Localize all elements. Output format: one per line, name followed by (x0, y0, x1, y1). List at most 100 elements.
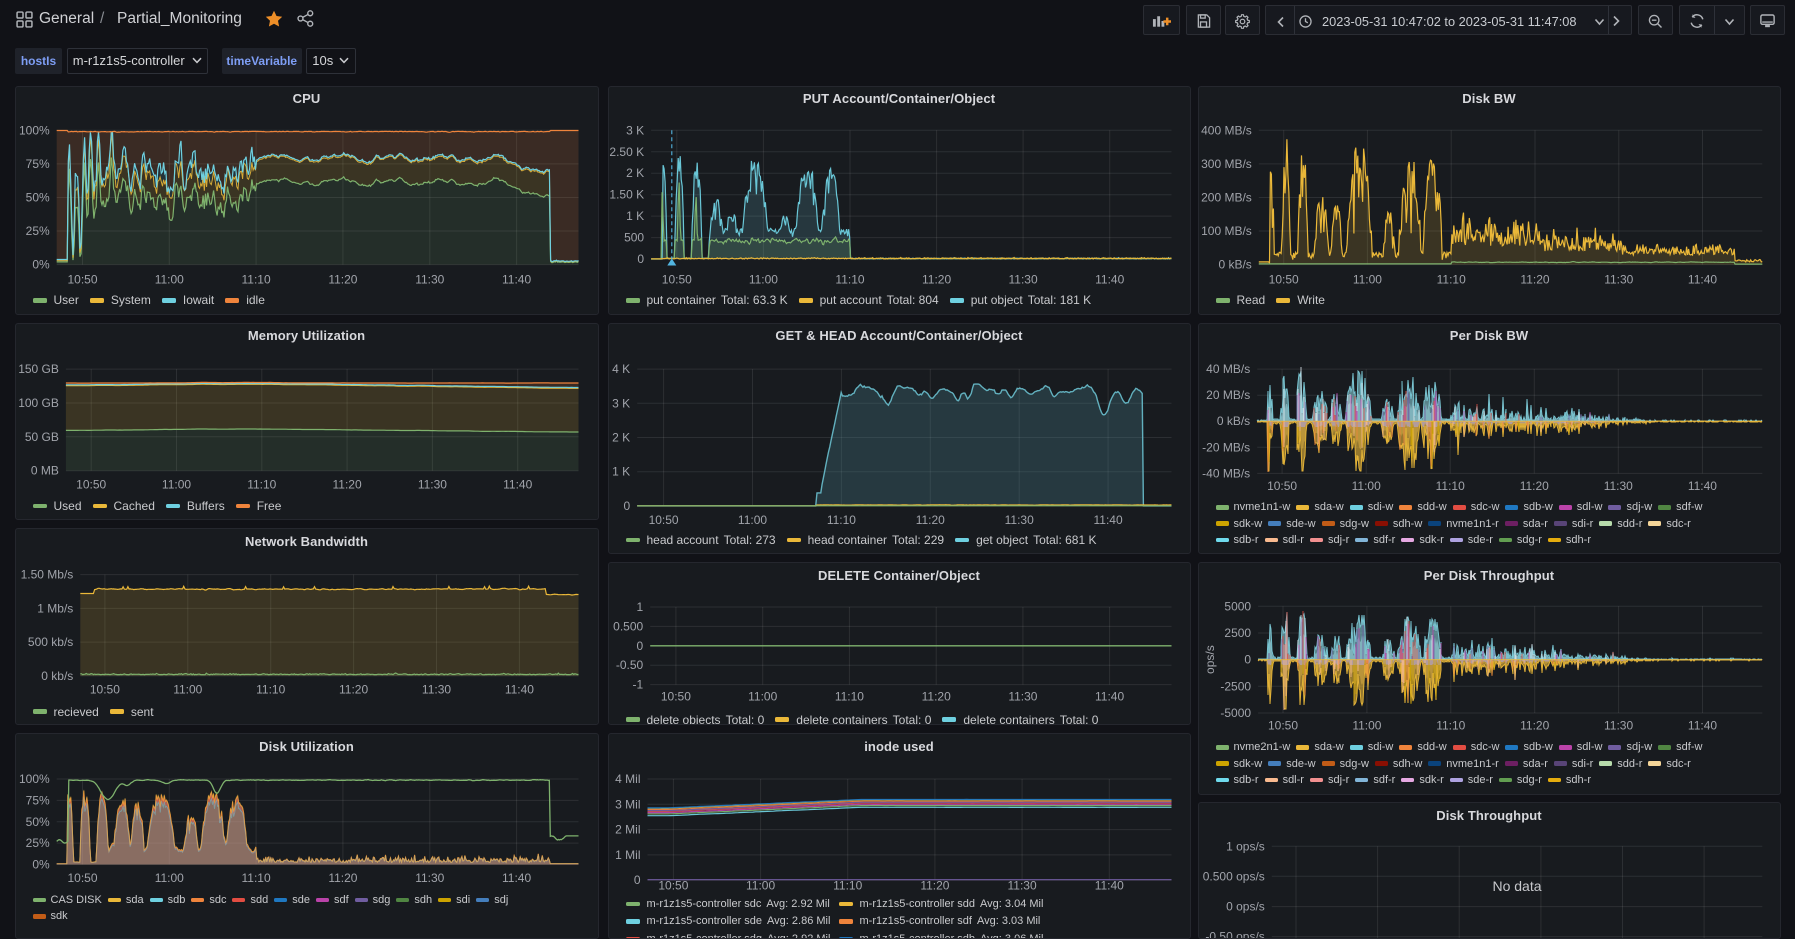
svg-text:10:50: 10:50 (1267, 478, 1297, 492)
svg-text:ops/s: ops/s (1203, 645, 1217, 674)
svg-text:-40 MB/s: -40 MB/s (1202, 466, 1250, 480)
svg-text:100%: 100% (18, 772, 49, 786)
svg-text:100 MB/s: 100 MB/s (1201, 224, 1252, 238)
svg-text:5000: 5000 (1224, 599, 1251, 613)
svg-text:11:10: 11:10 (247, 477, 276, 491)
svg-text:11:10: 11:10 (1435, 478, 1464, 492)
svg-text:2500: 2500 (1224, 626, 1251, 640)
svg-text:0 MB: 0 MB (30, 463, 58, 477)
svg-text:0: 0 (623, 498, 630, 512)
svg-text:4 K: 4 K (612, 362, 630, 376)
svg-text:0: 0 (637, 252, 644, 266)
svg-text:11:40: 11:40 (504, 683, 533, 697)
svg-text:11:10: 11:10 (256, 683, 285, 697)
svg-text:10:50: 10:50 (648, 513, 678, 527)
svg-text:200 MB/s: 200 MB/s (1201, 190, 1252, 204)
svg-text:0: 0 (1244, 653, 1251, 667)
svg-text:500: 500 (624, 230, 644, 244)
svg-text:1 Mb/s: 1 Mb/s (37, 601, 73, 615)
svg-text:3 Mil: 3 Mil (615, 797, 640, 811)
svg-text:20 MB/s: 20 MB/s (1206, 388, 1250, 402)
svg-text:-2500: -2500 (1220, 679, 1251, 693)
svg-text:11:20: 11:20 (921, 690, 950, 704)
svg-text:11:10: 11:10 (833, 879, 862, 893)
svg-text:100%: 100% (18, 123, 49, 137)
svg-text:10:50: 10:50 (67, 272, 97, 286)
svg-text:100 GB: 100 GB (18, 396, 59, 410)
svg-text:11:30: 11:30 (415, 871, 444, 885)
svg-text:11:40: 11:40 (502, 272, 531, 286)
svg-text:11:30: 11:30 (1604, 272, 1633, 286)
svg-text:3 K: 3 K (626, 123, 644, 137)
svg-text:11:00: 11:00 (748, 272, 777, 286)
svg-text:11:20: 11:20 (1519, 478, 1548, 492)
svg-text:11:10: 11:10 (241, 272, 270, 286)
svg-text:11:20: 11:20 (328, 871, 357, 885)
svg-text:50%: 50% (25, 815, 49, 829)
svg-text:11:10: 11:10 (835, 272, 864, 286)
svg-text:11:00: 11:00 (1351, 478, 1380, 492)
svg-text:11:30: 11:30 (1604, 718, 1633, 732)
svg-text:11:20: 11:20 (922, 272, 951, 286)
svg-text:11:10: 11:10 (1436, 272, 1465, 286)
svg-text:1 K: 1 K (612, 464, 630, 478)
svg-text:75%: 75% (25, 156, 49, 170)
svg-text:25%: 25% (25, 836, 49, 850)
svg-text:10:50: 10:50 (1268, 272, 1298, 286)
svg-text:11:20: 11:20 (1520, 272, 1549, 286)
svg-text:11:10: 11:10 (241, 871, 270, 885)
svg-text:11:40: 11:40 (1687, 718, 1716, 732)
svg-text:11:40: 11:40 (1094, 879, 1123, 893)
svg-text:0 kb/s: 0 kb/s (41, 669, 73, 683)
svg-text:0 kB/s: 0 kB/s (1218, 257, 1251, 271)
svg-text:4 Mil: 4 Mil (615, 772, 640, 786)
svg-text:No data: No data (1492, 878, 1541, 894)
svg-text:11:10: 11:10 (826, 513, 855, 527)
svg-text:2.50 K: 2.50 K (609, 144, 644, 158)
svg-text:-0.50: -0.50 (615, 658, 643, 672)
svg-text:11:00: 11:00 (161, 477, 190, 491)
svg-text:11:40: 11:40 (1095, 690, 1124, 704)
svg-text:11:40: 11:40 (502, 871, 531, 885)
svg-text:10:50: 10:50 (89, 683, 119, 697)
svg-text:50%: 50% (25, 190, 49, 204)
svg-text:11:30: 11:30 (417, 477, 446, 491)
svg-text:0.500 ops/s: 0.500 ops/s (1202, 869, 1264, 883)
svg-text:1 ops/s: 1 ops/s (1226, 839, 1265, 853)
svg-text:11:20: 11:20 (915, 513, 944, 527)
svg-text:2 K: 2 K (626, 166, 644, 180)
svg-text:400 MB/s: 400 MB/s (1201, 123, 1252, 137)
svg-text:0: 0 (636, 639, 643, 653)
svg-text:0: 0 (633, 873, 640, 887)
svg-text:11:40: 11:40 (1687, 478, 1716, 492)
svg-text:500 kb/s: 500 kb/s (27, 635, 72, 649)
svg-text:10:50: 10:50 (67, 871, 97, 885)
svg-text:11:40: 11:40 (503, 477, 532, 491)
svg-text:1 K: 1 K (626, 209, 644, 223)
svg-text:11:00: 11:00 (1352, 272, 1381, 286)
svg-text:11:20: 11:20 (339, 683, 368, 697)
svg-text:11:30: 11:30 (421, 683, 450, 697)
svg-text:0.500: 0.500 (613, 619, 643, 633)
svg-text:3 K: 3 K (612, 396, 630, 410)
svg-text:150 GB: 150 GB (18, 362, 59, 376)
svg-text:-5000: -5000 (1220, 706, 1251, 720)
svg-text:75%: 75% (25, 793, 49, 807)
svg-text:-20 MB/s: -20 MB/s (1202, 440, 1250, 454)
svg-text:300 MB/s: 300 MB/s (1201, 156, 1252, 170)
svg-text:0 ops/s: 0 ops/s (1226, 900, 1265, 914)
svg-text:11:30: 11:30 (1004, 513, 1033, 527)
svg-text:1.50 K: 1.50 K (609, 187, 644, 201)
svg-text:11:00: 11:00 (746, 879, 775, 893)
svg-text:0%: 0% (32, 858, 50, 872)
svg-text:10:50: 10:50 (76, 477, 106, 491)
svg-text:2 K: 2 K (612, 430, 630, 444)
svg-text:11:10: 11:10 (834, 690, 863, 704)
svg-text:11:00: 11:00 (748, 690, 777, 704)
svg-text:11:20: 11:20 (332, 477, 361, 491)
svg-text:10:50: 10:50 (1267, 718, 1297, 732)
svg-text:11:40: 11:40 (1093, 513, 1122, 527)
svg-text:11:20: 11:20 (328, 272, 357, 286)
svg-text:11:40: 11:40 (1095, 272, 1124, 286)
svg-text:11:30: 11:30 (1008, 272, 1037, 286)
